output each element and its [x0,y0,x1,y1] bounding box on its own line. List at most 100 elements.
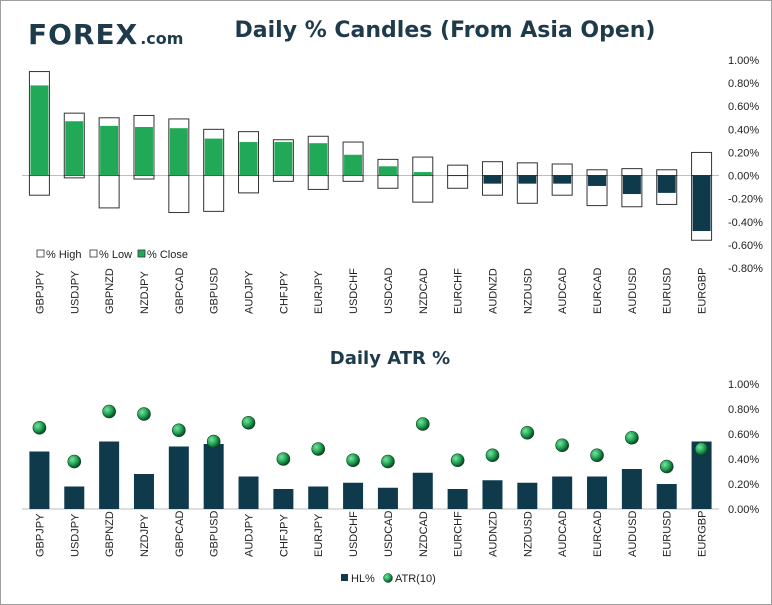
candle-y-tick: -0.80% [728,263,763,275]
candle-close-bar [100,125,119,176]
candle-close-bar [657,175,676,193]
candle-legend-swatch [89,249,98,258]
candle-legend-swatch [36,249,45,258]
atr-hl-bar [203,444,224,509]
candle-low-bar [447,175,469,189]
atr-category-label: GBPNZD [104,511,116,557]
atr-hl-bar [273,489,294,509]
atr-category-label: AUDNZD [487,511,499,557]
atr-category-label: CHFJPY [278,514,290,557]
atr-marker [137,407,151,421]
candle-close-bar [588,175,607,186]
candle-legend-label: % Close [147,249,188,261]
candle-low-bar [412,175,434,203]
forex-logo: FOREX .com [28,18,183,52]
candle-category-label: CHFJPY [278,271,290,314]
candle-category-label: AUDUSD [627,267,639,314]
atr-hl-bar [99,441,120,509]
atr-marker [206,434,221,449]
candle-low-bar [133,175,155,180]
atr-hl-bar [482,480,503,509]
atr-hl-bar [238,476,259,509]
candle-close-bar [204,138,223,176]
atr-hl-bar [552,476,573,509]
atr-category-label: EURJPY [313,513,325,557]
atr-marker [590,448,604,463]
atr-marker [241,415,256,430]
candle-low-bar [272,175,294,182]
candle-y-tick: 0.80% [728,78,759,90]
candle-category-label: NZDCAD [418,268,430,314]
candle-low-bar [63,175,85,179]
atr-chart-title: Daily ATR % [329,348,451,369]
atr-legend-swatch-atr [383,573,393,583]
atr-category-label: AUDCAD [557,510,569,557]
atr-category-label: NZDJPY [139,514,151,557]
candle-close-bar [378,166,397,176]
atr-category-label: NZDUSD [522,511,534,557]
atr-y-tick: 0.80% [728,404,759,416]
candle-close-bar [553,175,572,184]
candle-legend-label: % High [46,249,81,261]
candle-category-label: EURGBP [697,268,709,314]
atr-category-label: EURCHF [453,511,465,557]
candle-close-bar [274,142,293,176]
candle-low-bar [98,175,120,209]
atr-y-tick: 0.20% [728,479,759,491]
atr-category-label: EURUSD [662,510,674,557]
atr-y-tick: 0.60% [728,429,759,441]
candle-low-bar [238,175,260,194]
candle-category-label: EURUSD [662,267,674,314]
atr-category-label: USDCHF [348,511,360,557]
candle-category-label: EURJPY [313,270,325,314]
atr-hl-bar [64,486,85,509]
candle-legend-label: % Low [99,249,132,261]
atr-hl-bar [377,487,398,509]
candle-legend-swatch [137,249,146,258]
candle-category-label: AUDJPY [244,270,256,314]
candle-y-tick: 0.20% [728,147,759,159]
atr-marker [625,430,639,445]
candle-y-tick: 0.00% [728,171,759,183]
atr-marker [555,438,569,453]
candle-close-bar [483,175,502,184]
atr-category-label: USDJPY [69,513,81,557]
candle-close-bar [692,175,711,232]
candle-close-bar [30,85,49,176]
atr-marker [276,452,291,466]
candle-y-tick: 0.60% [728,101,759,113]
candle-close-bar [622,175,641,195]
candle-high-bar [481,161,503,177]
candle-y-tick: -0.60% [728,240,763,252]
candle-category-label: NZDJPY [139,271,151,314]
atr-hl-bar [308,486,329,509]
atr-marker [32,420,47,435]
atr-marker [485,448,500,463]
candle-close-bar [134,127,153,176]
atr-category-label: GBPUSD [209,510,221,557]
candle-close-bar [309,143,328,176]
atr-hl-bar [168,446,189,509]
candle-close-bar [239,142,258,176]
logo-text: FOREX [28,18,139,51]
atr-marker [450,453,465,468]
atr-hl-bar [621,469,642,509]
candle-category-label: USDCAD [383,267,395,314]
atr-hl-bar [691,441,712,509]
candle-category-label: GBPUSD [209,267,221,314]
candle-high-bar [551,163,573,177]
candle-y-tick: -0.20% [728,194,763,206]
atr-marker [346,453,360,468]
candle-category-label: GBPCAD [174,267,186,314]
atr-hl-bar [29,451,50,509]
candle-y-tick: 0.40% [728,124,759,136]
candle-category-label: AUDNZD [487,268,499,314]
atr-legend-swatch-hl [341,574,348,581]
atr-hl-bar [587,476,608,509]
candle-low-bar [168,175,190,214]
candle-high-bar [516,162,538,177]
atr-marker [67,454,82,469]
atr-legend-label: HL% [351,573,375,585]
candle-close-bar [413,172,432,176]
